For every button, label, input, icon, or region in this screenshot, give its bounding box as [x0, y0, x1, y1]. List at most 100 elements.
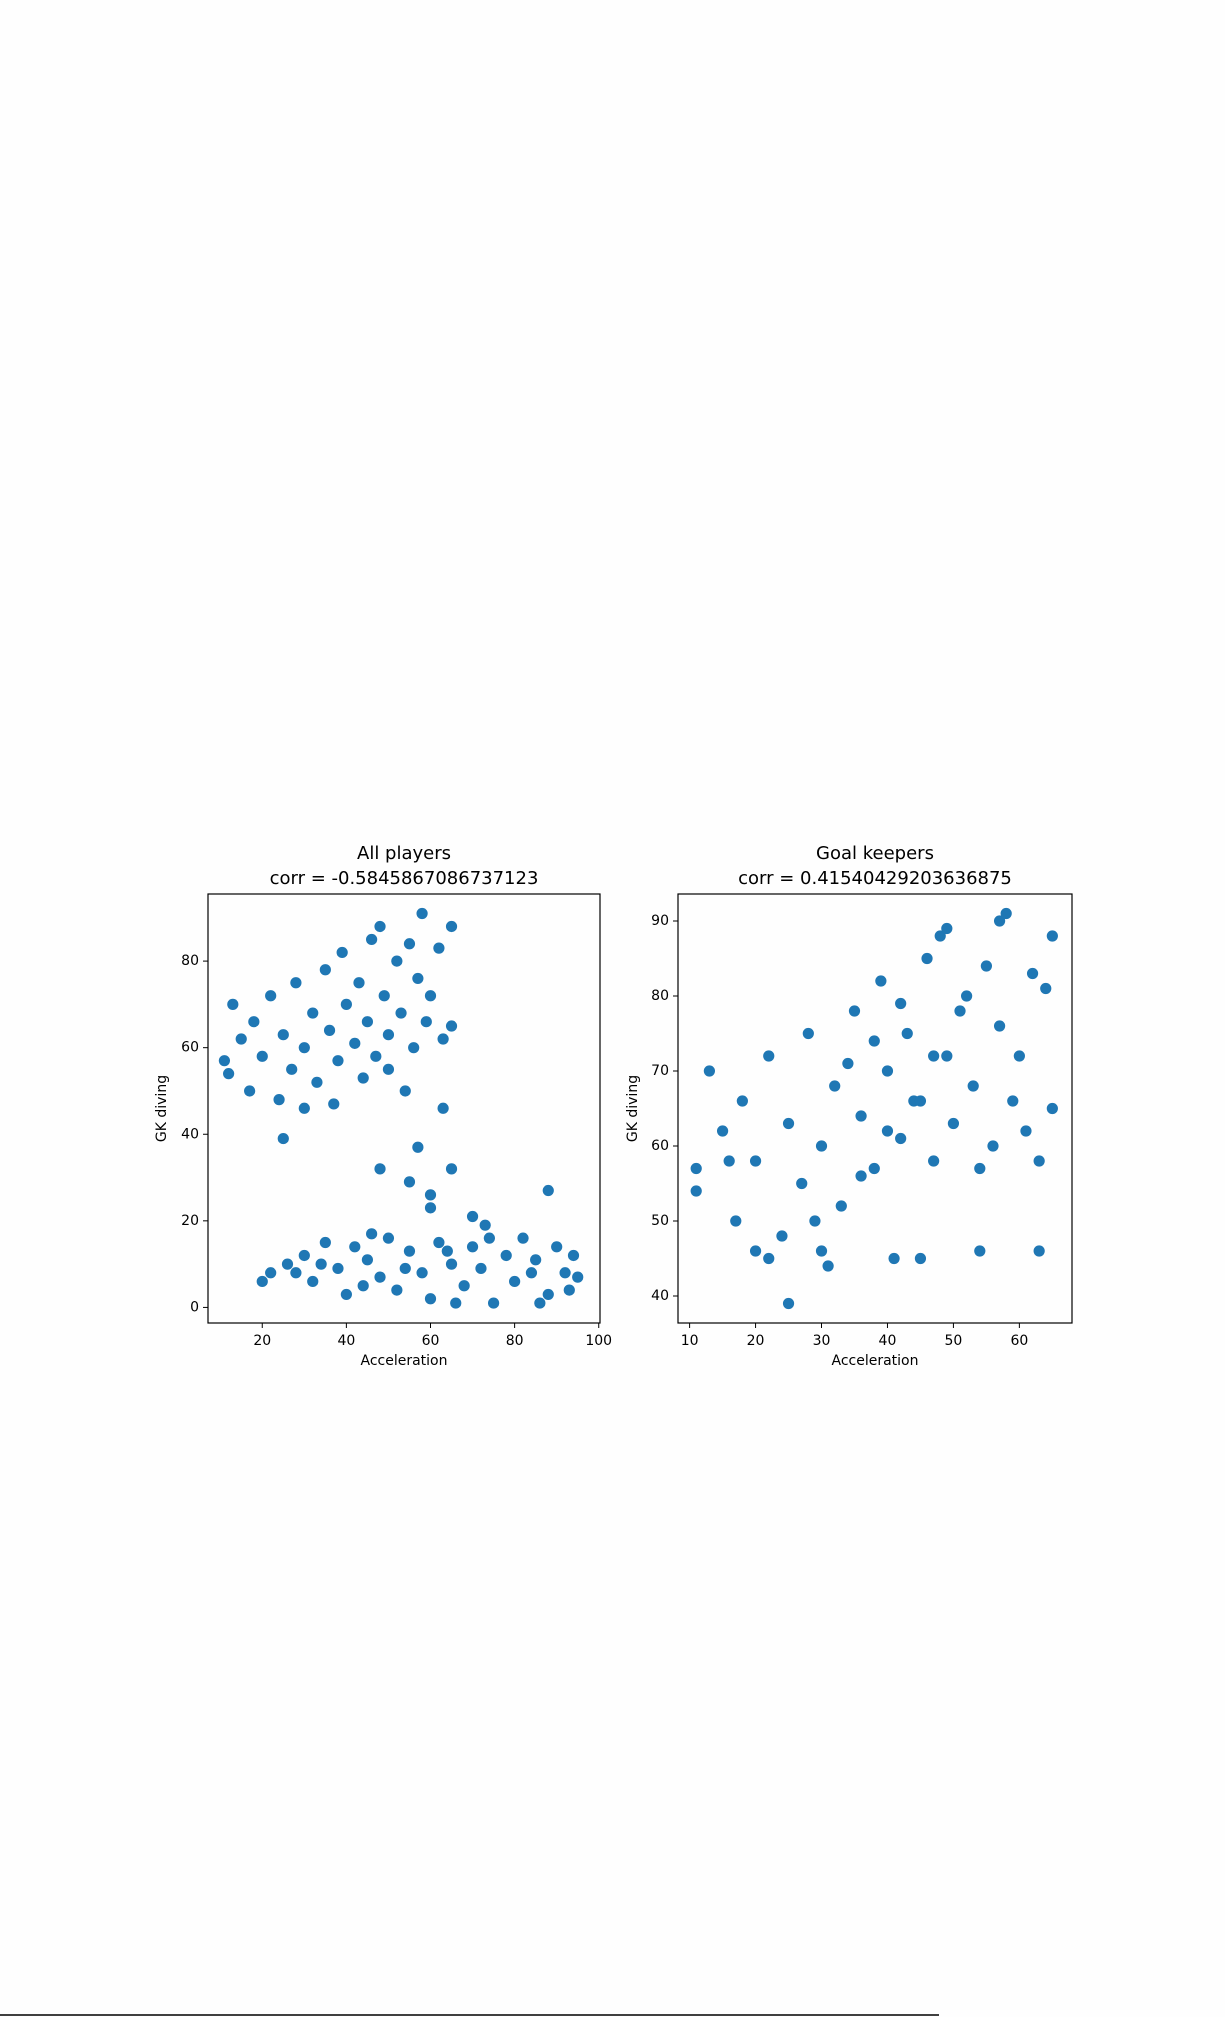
- point: [340, 1288, 352, 1301]
- point: [332, 1262, 344, 1275]
- point: [298, 1102, 310, 1114]
- point: [277, 1132, 289, 1145]
- point: [782, 1117, 795, 1130]
- axes-frame: [677, 893, 1073, 1324]
- point: [265, 990, 277, 1002]
- point: [796, 1177, 808, 1190]
- point: [290, 1267, 302, 1279]
- point: [855, 1170, 867, 1182]
- point: [559, 1267, 571, 1279]
- point: [1026, 967, 1039, 980]
- point: [542, 1184, 554, 1197]
- point: [815, 1245, 828, 1257]
- x-axis-label: Acceleration: [832, 1353, 919, 1369]
- point: [928, 1050, 940, 1062]
- point: [875, 975, 887, 987]
- point: [374, 1271, 386, 1283]
- x-tick-label: 40: [337, 1333, 355, 1349]
- point: [424, 1189, 437, 1201]
- point: [563, 1284, 575, 1296]
- point: [749, 1245, 762, 1257]
- point: [855, 1110, 867, 1122]
- point: [848, 1005, 861, 1017]
- point: [378, 990, 390, 1002]
- y-tick-label: 50: [651, 1213, 669, 1229]
- point: [265, 1267, 277, 1279]
- point: [437, 1102, 449, 1114]
- point: [1007, 1095, 1019, 1107]
- point: [1020, 1125, 1032, 1137]
- point: [895, 1132, 907, 1145]
- x-tick-label: 20: [747, 1333, 765, 1349]
- point: [450, 1297, 462, 1309]
- point: [980, 960, 992, 972]
- chart-title: All players: [357, 843, 451, 864]
- point: [273, 1094, 285, 1106]
- x-tick-label: 10: [681, 1333, 699, 1349]
- point: [290, 977, 302, 989]
- point: [534, 1297, 546, 1309]
- point: [835, 1200, 847, 1212]
- point: [403, 1245, 416, 1257]
- point: [967, 1080, 979, 1092]
- x-tick-label: 60: [1010, 1333, 1028, 1349]
- point: [307, 1275, 319, 1288]
- point: [941, 1050, 953, 1062]
- point: [248, 1016, 260, 1028]
- point: [723, 1155, 735, 1167]
- point: [842, 1057, 854, 1070]
- x-tick-label: 20: [253, 1333, 271, 1349]
- point: [366, 933, 378, 946]
- point: [517, 1232, 529, 1244]
- point: [954, 1005, 966, 1017]
- point: [1033, 1245, 1045, 1257]
- point: [868, 1035, 880, 1047]
- point: [361, 1016, 374, 1028]
- point: [323, 1024, 336, 1036]
- point: [416, 1267, 428, 1279]
- x-tick-label: 100: [585, 1333, 612, 1349]
- point: [391, 1284, 403, 1296]
- point: [437, 1033, 449, 1045]
- point: [445, 1258, 458, 1270]
- y-tick-label: 80: [651, 988, 669, 1004]
- point: [934, 930, 946, 942]
- point: [353, 977, 365, 989]
- point: [340, 998, 352, 1010]
- point: [509, 1275, 521, 1288]
- point: [416, 907, 428, 920]
- point: [479, 1219, 491, 1231]
- point: [357, 1072, 369, 1084]
- point: [567, 1249, 580, 1262]
- point: [895, 997, 907, 1010]
- y-tick-label: 70: [651, 1063, 669, 1079]
- point: [357, 1280, 369, 1292]
- point: [235, 1033, 247, 1045]
- point: [412, 1141, 424, 1153]
- axes-frame: [207, 893, 601, 1324]
- y-axis-label: GK diving: [625, 1075, 641, 1142]
- y-tick-label: 90: [651, 913, 669, 929]
- x-tick-label: 60: [422, 1333, 440, 1349]
- point: [914, 1095, 927, 1107]
- point: [466, 1241, 479, 1253]
- point: [391, 955, 403, 967]
- point: [403, 1176, 416, 1188]
- x-tick-label: 50: [945, 1333, 963, 1349]
- point: [993, 915, 1006, 927]
- point: [815, 1140, 828, 1152]
- y-axis-label: GK diving: [154, 1075, 170, 1142]
- point: [749, 1155, 762, 1167]
- point: [395, 1007, 407, 1019]
- point: [961, 990, 973, 1002]
- point: [690, 1162, 702, 1175]
- point: [1046, 1102, 1058, 1115]
- point: [525, 1267, 538, 1279]
- point: [399, 1085, 411, 1097]
- point: [466, 1210, 479, 1223]
- point: [361, 1254, 374, 1266]
- point: [458, 1280, 470, 1292]
- y-tick-label: 0: [190, 1299, 199, 1315]
- x-axis-label: Acceleration: [361, 1353, 448, 1369]
